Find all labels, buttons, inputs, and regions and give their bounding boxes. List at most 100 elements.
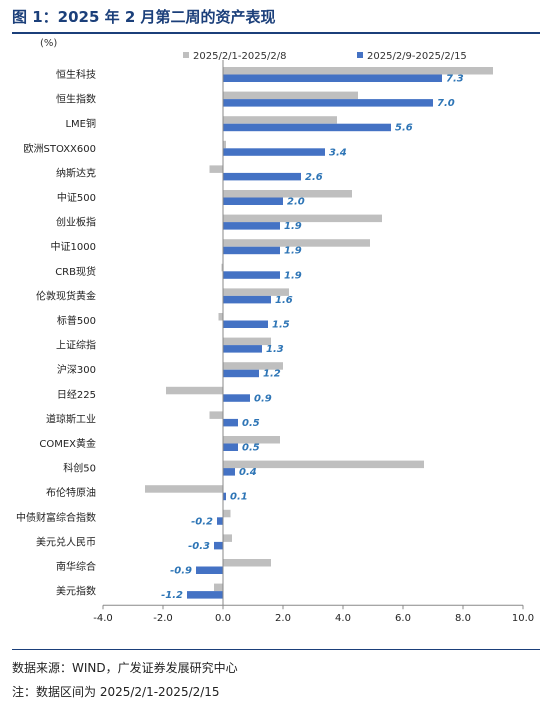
bar-s1-16: [223, 460, 424, 469]
x-tick-label-1: -2.0: [153, 613, 173, 624]
category-label-6: 创业板指: [56, 216, 96, 229]
category-label-15: COMEX黄金: [39, 437, 96, 450]
bar-s1-15: [223, 436, 280, 444]
x-tick-label-5: 6.0: [395, 613, 411, 624]
unit-label: (%): [40, 38, 57, 49]
category-label-16: 科创50: [63, 462, 96, 475]
category-label-4: 纳斯达克: [56, 166, 96, 179]
data-label-7: 1.9: [284, 246, 302, 257]
figure-title: 图 1：2025 年 2 月第二周的资产表现: [12, 8, 276, 26]
category-label-21: 美元指数: [56, 585, 96, 598]
bottom-rule: [12, 649, 540, 650]
x-tick-label-7: 10.0: [512, 613, 534, 624]
data-label-8: 1.9: [284, 270, 302, 281]
bar-s2-19: [214, 541, 223, 550]
top-rule: [12, 32, 540, 34]
bar-s2-16: [223, 468, 235, 476]
category-label-10: 标普500: [57, 314, 96, 327]
bar-s1-18: [223, 509, 231, 518]
legend: 2025/2/1-2025/2/8 2025/2/9-2025/2/15: [183, 51, 467, 62]
bar-s2-7: [223, 246, 280, 255]
category-label-11: 上证综指: [56, 339, 96, 352]
category-label-2: LME铜: [65, 118, 96, 130]
bar-chart: (%) 2025/2/1-2025/2/8 2025/2/9-2025/2/15 …: [16, 38, 534, 624]
bar-s1-4: [209, 165, 223, 173]
legend-label-2: 2025/2/9-2025/2/15: [367, 51, 467, 62]
category-label-13: 日经225: [57, 388, 96, 401]
data-label-3: 3.4: [329, 147, 347, 158]
bar-s2-0: [223, 74, 442, 82]
bar-s1-9: [223, 288, 289, 296]
x-tick-label-6: 8.0: [455, 613, 471, 624]
bar-s1-6: [223, 214, 382, 223]
bar-s1-17: [145, 485, 223, 493]
category-label-5: 中证500: [57, 191, 96, 204]
category-label-20: 南华综合: [56, 560, 96, 573]
bar-s1-14: [209, 411, 223, 419]
category-label-19: 美元兑人民币: [36, 535, 96, 548]
bar-s2-20: [196, 566, 223, 574]
source-note: 数据来源：WIND，广发证券发展研究中心: [12, 661, 238, 675]
bar-s2-14: [223, 418, 238, 427]
bar-s2-11: [223, 345, 262, 353]
x-tick-label-4: 4.0: [335, 613, 351, 624]
bar-s2-6: [223, 222, 280, 230]
category-label-3: 欧洲STOXX600: [24, 143, 96, 155]
bar-s1-3: [223, 140, 226, 149]
bar-s1-1: [223, 91, 358, 100]
date-range-note: 注：数据区间为 2025/2/1-2025/2/15: [12, 685, 220, 699]
bar-s2-8: [223, 271, 280, 279]
category-label-18: 中债财富综合指数: [16, 511, 96, 524]
bar-s2-13: [223, 394, 250, 402]
category-label-1: 恒生指数: [56, 93, 96, 106]
bar-s1-2: [223, 116, 337, 124]
data-label-19: -0.3: [188, 541, 210, 552]
data-label-17: 0.1: [230, 492, 248, 503]
data-label-13: 0.9: [254, 393, 272, 404]
bar-s1-10: [218, 313, 223, 321]
bar-s2-1: [223, 99, 433, 107]
data-label-14: 0.5: [242, 418, 260, 429]
legend-swatch-2: [357, 52, 363, 58]
data-label-0: 7.3: [446, 74, 464, 85]
bar-s2-4: [223, 172, 301, 181]
category-label-9: 伦敦现货黄金: [36, 289, 96, 302]
data-label-20: -0.9: [170, 566, 192, 577]
data-label-5: 2.0: [287, 197, 305, 208]
category-label-17: 布伦特原油: [46, 486, 96, 499]
data-label-1: 7.0: [437, 98, 455, 109]
bar-s1-13: [166, 386, 223, 395]
bar-s1-11: [223, 337, 271, 346]
data-label-11: 1.3: [266, 344, 284, 355]
data-label-18: -0.2: [191, 516, 213, 527]
x-tick-label-2: 0.0: [215, 613, 231, 624]
bar-s2-5: [223, 197, 283, 205]
category-label-8: CRB现货: [55, 265, 96, 278]
data-label-16: 0.4: [239, 467, 257, 478]
data-label-9: 1.6: [275, 295, 293, 306]
bar-s2-10: [223, 320, 268, 328]
bar-s1-8: [221, 263, 223, 272]
legend-swatch-1: [183, 52, 189, 58]
bar-s1-0: [223, 67, 493, 75]
bar-s2-15: [223, 443, 238, 451]
category-label-7: 中证1000: [51, 240, 96, 253]
data-label-15: 0.5: [242, 443, 260, 454]
x-tick-label-0: -4.0: [93, 613, 113, 624]
bar-s1-12: [223, 362, 283, 370]
bar-s2-21: [187, 591, 223, 599]
legend-label-1: 2025/2/1-2025/2/8: [193, 51, 286, 62]
data-label-10: 1.5: [272, 320, 290, 331]
bar-s1-7: [223, 239, 370, 247]
data-label-2: 5.6: [395, 123, 413, 134]
bar-s2-18: [217, 517, 223, 525]
category-label-0: 恒生科技: [56, 68, 96, 81]
category-label-12: 沪深300: [57, 363, 96, 376]
bar-s2-2: [223, 123, 391, 132]
bar-s2-17: [223, 492, 226, 501]
bar-s2-9: [223, 295, 271, 304]
category-label-14: 道琼斯工业: [46, 412, 96, 425]
bar-s1-5: [223, 190, 352, 198]
bar-s1-21: [214, 583, 223, 592]
data-label-6: 1.9: [284, 221, 302, 232]
